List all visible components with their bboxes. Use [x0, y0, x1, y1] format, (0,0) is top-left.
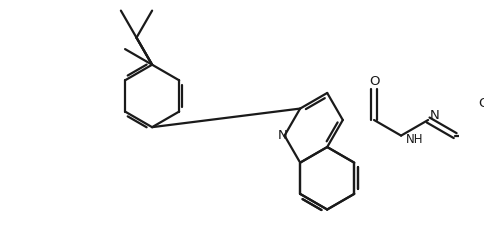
- Text: N: N: [430, 109, 440, 122]
- Text: N: N: [278, 129, 287, 142]
- Text: O: O: [479, 97, 484, 110]
- Text: O: O: [369, 75, 379, 88]
- Text: NH: NH: [406, 133, 424, 146]
